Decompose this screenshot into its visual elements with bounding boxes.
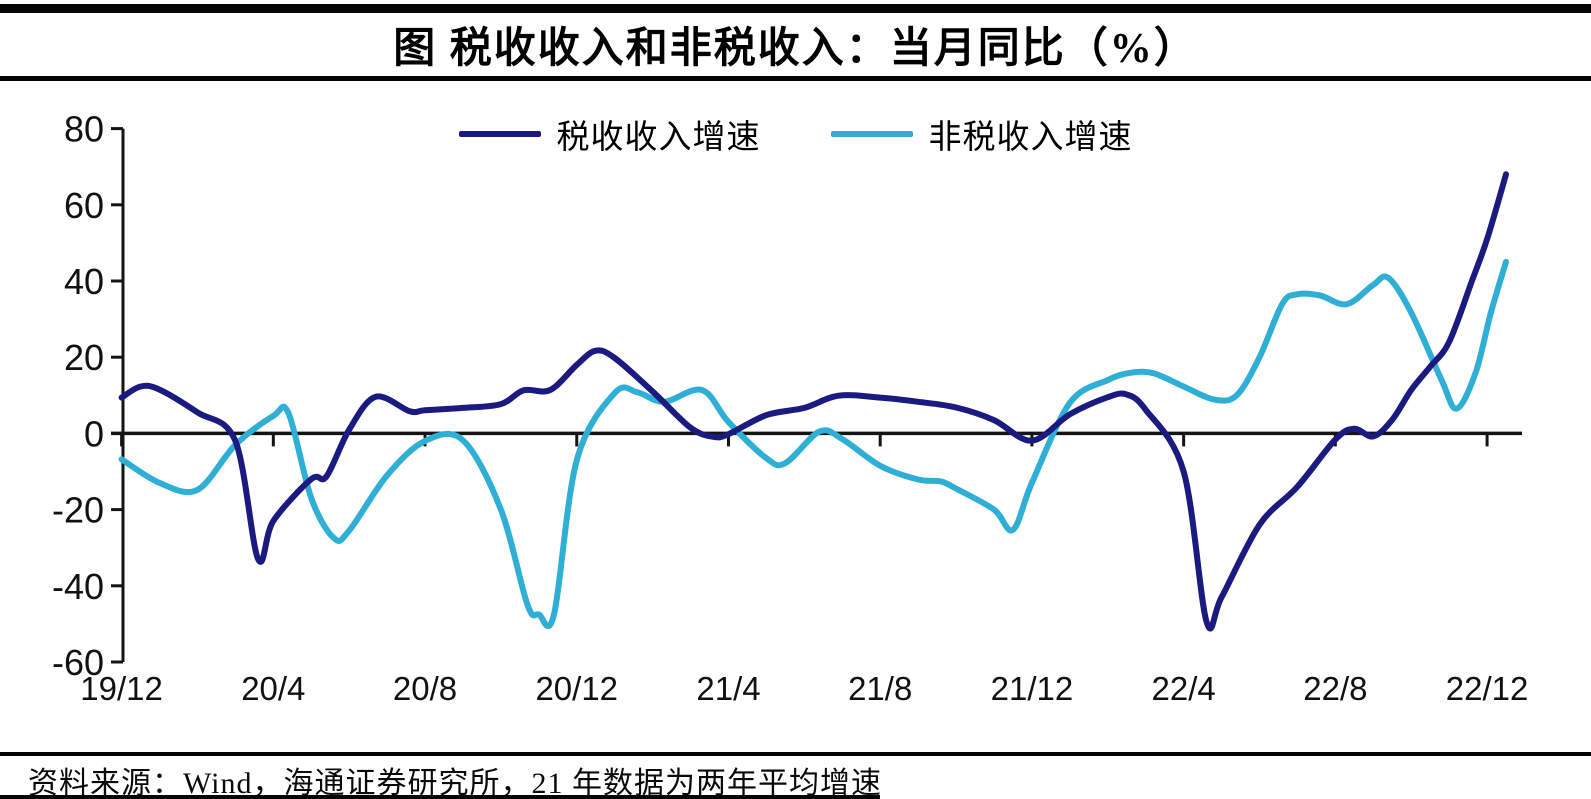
legend-item-nontax: 非税收入增速 bbox=[830, 110, 1133, 158]
y-tick-label: 60 bbox=[64, 185, 104, 226]
source-note: 资料来源：Wind，海通证券研究所，21 年数据为两年平均增速 bbox=[28, 767, 882, 799]
tax-line-swatch-icon bbox=[458, 131, 541, 137]
x-tick-label: 22/12 bbox=[1446, 670, 1529, 707]
bottom-partial-divider bbox=[0, 795, 880, 799]
legend-label-tax: 税收收入增速 bbox=[556, 120, 761, 156]
y-tick-label: 40 bbox=[64, 261, 104, 302]
title-divider-thin bbox=[0, 76, 1591, 81]
x-tick-label: 22/8 bbox=[1303, 670, 1367, 707]
nontax-series-line bbox=[118, 258, 1509, 630]
legend-label-nontax: 非税收入增速 bbox=[928, 120, 1133, 156]
x-tick-label: 19/12 bbox=[80, 670, 163, 707]
footer-divider bbox=[0, 752, 1591, 756]
x-tick-label: 22/4 bbox=[1152, 670, 1216, 707]
x-tick-label: 21/4 bbox=[696, 670, 760, 707]
top-divider-thick bbox=[0, 4, 1591, 13]
y-tick-label: 20 bbox=[64, 337, 104, 378]
y-tick-label: 0 bbox=[84, 413, 104, 454]
x-tick-label: 20/12 bbox=[535, 670, 618, 707]
y-tick-label: -60 bbox=[52, 642, 104, 683]
x-tick-label: 21/12 bbox=[991, 670, 1074, 707]
y-tick-label: 80 bbox=[64, 109, 104, 150]
nontax-line-swatch-icon bbox=[830, 131, 913, 137]
x-tick-label: 21/8 bbox=[848, 670, 912, 707]
legend-item-tax: 税收收入增速 bbox=[458, 110, 761, 158]
chart-title: 图 税收收入和非税收入：当月同比（%） bbox=[393, 26, 1198, 72]
y-tick-label: -20 bbox=[52, 490, 104, 531]
chart-legend: 税收收入增速 非税收入增速 bbox=[0, 110, 1591, 158]
x-tick-label: 20/4 bbox=[241, 670, 305, 707]
tax-series-line bbox=[118, 171, 1509, 632]
y-tick-label: -40 bbox=[52, 566, 104, 607]
x-tick-label: 20/8 bbox=[393, 670, 457, 707]
